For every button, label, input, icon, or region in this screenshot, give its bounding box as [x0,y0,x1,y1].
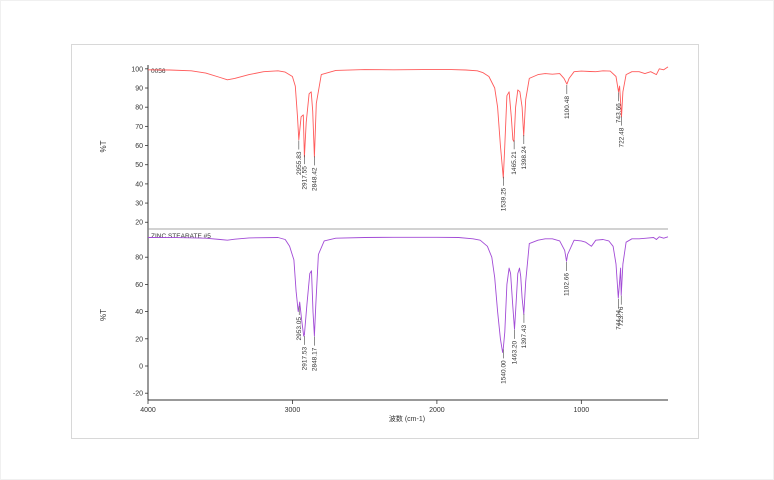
y-axis-title: %T [99,140,108,152]
peak-label: 1398.24 [521,146,528,170]
y-tick-label: 80 [135,255,143,262]
peak-label: 1100.48 [564,96,571,119]
x-tick-label: 1000 [574,407,590,414]
y-tick-label: 50 [135,162,143,169]
y-tick-label: 60 [135,282,143,289]
ir-spectra-figure: 4000 3000 2000 1000 100 90 80 70 60 50 40 30 20 %T 00… [71,44,699,439]
peak-label: 722.48 [618,127,625,147]
peak-label: 723.76 [618,306,625,326]
y-tick-label: 30 [135,201,143,208]
y-tick-label: 0 [139,364,143,371]
peak-label: 2955.83 [296,151,303,175]
peak-label: 1102.66 [564,273,571,296]
sample-name: ZINC STEARATE #5 [151,233,211,240]
y-tick-label: 20 [135,220,143,227]
bottom-panel-zinc-stearate: 80 60 40 20 0 -20 %T ZINC STEARATE #5 2953.05 291… [99,233,669,398]
x-tick-label: 4000 [140,407,156,414]
y-tick-label: 80 [135,105,143,112]
peak-label: 1397.43 [521,325,528,349]
peak-label: 2917.53 [301,346,308,370]
peak-label: 1540.00 [500,360,507,384]
x-tick-label: 3000 [285,407,301,414]
peak-label: 744.04 [615,310,622,330]
y-tick-label: 70 [135,124,143,131]
y-tick-label: 60 [135,143,143,150]
peak-label: 2848.42 [311,167,318,191]
y-tick-label: 20 [135,336,143,343]
y-tick-label: -20 [133,391,143,398]
axes-layer: 4000 3000 2000 1000 [140,65,668,414]
peak-label: 2917.55 [301,166,308,190]
y-tick-label: 100 [131,66,143,73]
sample-name: 0056 [151,68,166,75]
peak-label: 2848.17 [311,347,318,371]
y-tick-label: 40 [135,181,143,188]
y-tick-label: 90 [135,86,143,93]
x-tick-label: 2000 [429,407,445,414]
peak-label: 743.66 [615,103,622,123]
spectra-plot: 4000 3000 2000 1000 1009080706050403020%T00… [99,65,669,423]
x-axis-title: 波数 (cm-1) [389,414,425,423]
spectrum-line [147,66,669,179]
spectrum-line [147,236,669,353]
y-tick-label: 40 [135,309,143,316]
y-axis-title: %T [99,309,108,321]
peak-label: 2953.05 [296,317,303,341]
peak-label: 1463.20 [511,340,518,364]
peak-label: 1465.21 [511,151,518,175]
peak-label: 1539.25 [500,187,507,211]
